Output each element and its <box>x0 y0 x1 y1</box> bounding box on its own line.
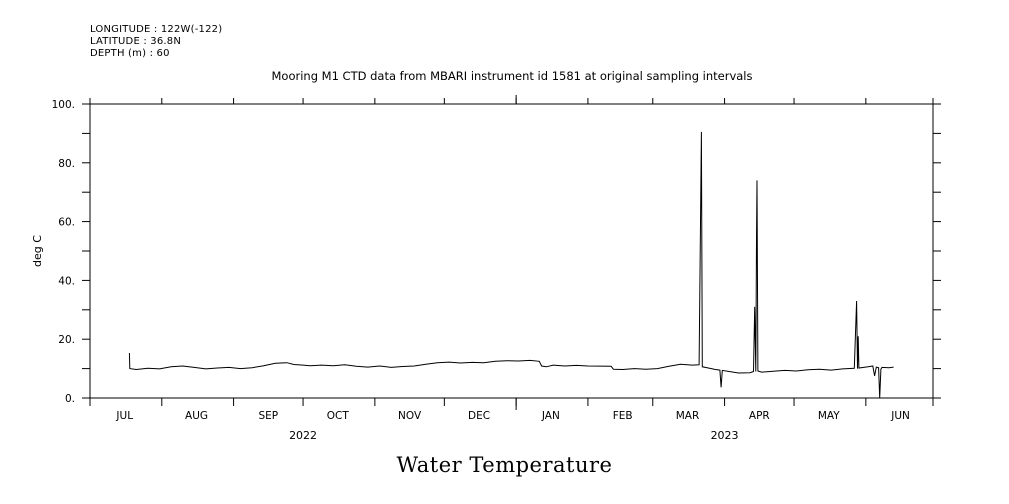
y-tick-label: 60. <box>58 217 75 229</box>
plot-frame <box>89 103 934 399</box>
y-tick-label: 80. <box>58 158 75 170</box>
axes-group: 0. 20. 40. 60. 80. 100. JUL AUG SEP OCT NOV DEC JAN F… <box>52 95 941 442</box>
y-tick-label: 40. <box>58 275 75 287</box>
x-year-label: 2023 <box>711 429 739 442</box>
x-month-label: APR <box>749 410 770 422</box>
chart-subject-title: Water Temperature <box>396 453 613 477</box>
y-tick-label: 0. <box>65 393 75 405</box>
x-month-label: JUN <box>890 410 910 422</box>
x-month-label: AUG <box>185 410 208 422</box>
x-month-label: MAR <box>676 410 700 422</box>
x-month-label: NOV <box>398 410 422 422</box>
y-axis-label: deg C <box>31 235 44 267</box>
x-month-label: MAY <box>818 410 840 422</box>
x-month-label: SEP <box>259 410 279 422</box>
depth-label: DEPTH (m) : 60 <box>90 48 170 59</box>
x-month-label: JUL <box>115 410 133 422</box>
latitude-label: LATITUDE : 36.8N <box>90 36 182 47</box>
metadata-block: LONGITUDE : 122W(-122) LATITUDE : 36.8N … <box>90 24 222 60</box>
y-tick-label: 100. <box>52 99 75 111</box>
chart-title: Mooring M1 CTD data from MBARI instrumen… <box>272 69 753 83</box>
longitude-label: LONGITUDE : 122W(-122) <box>90 24 223 35</box>
x-month-label: DEC <box>468 410 490 422</box>
x-month-label: JAN <box>541 410 560 422</box>
data-layer <box>128 131 894 399</box>
x-year-label: 2022 <box>289 429 317 442</box>
y-tick-label: 20. <box>58 334 75 346</box>
x-month-label: FEB <box>613 410 633 422</box>
x-month-label: OCT <box>327 410 350 422</box>
series-line-water-temperature <box>128 131 894 399</box>
